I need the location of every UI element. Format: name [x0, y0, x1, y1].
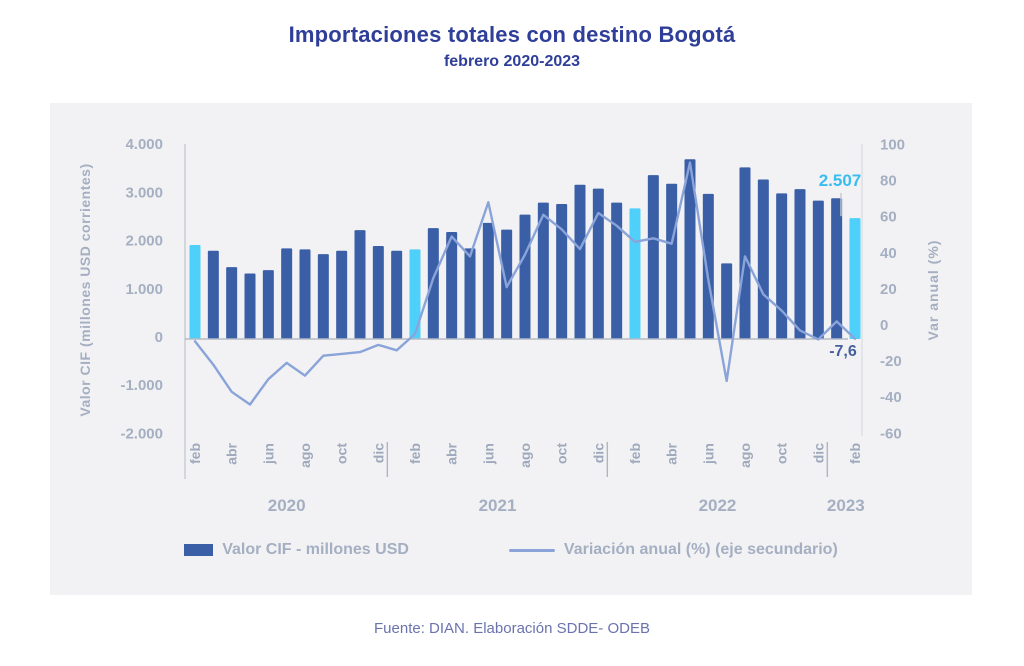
legend-bar-label: Valor CIF - millones USD	[222, 541, 409, 558]
x-tick-dic-10: dic	[370, 443, 386, 463]
right-axis-tick-0: 100	[880, 136, 905, 153]
x-tick-abr-2: abr	[224, 442, 240, 464]
bar-ene-2022	[611, 202, 623, 339]
chart-header: Importaciones totales con destino Bogotá…	[0, 22, 1024, 71]
bar-jun-2021	[482, 222, 494, 339]
right-axis-tick-4: 20	[880, 281, 897, 298]
year-label-2020: 2020	[268, 496, 306, 515]
bar-jun-2022	[702, 193, 714, 339]
x-tick-feb-12: feb	[407, 443, 423, 464]
x-tick-dic-34: dic	[810, 443, 826, 463]
x-tick-feb-24: feb	[627, 443, 643, 464]
left-axis-tick-0: 4.000	[125, 136, 163, 153]
bar-feb-2023	[849, 218, 861, 339]
chart-panel	[50, 103, 972, 595]
bar-ago-2020	[299, 249, 311, 339]
chart-title: Importaciones totales con destino Bogotá	[288, 22, 736, 47]
left-axis-tick-5: -1.000	[120, 377, 163, 394]
bar-may-2022	[684, 159, 696, 339]
left-axis-tick-3: 1.000	[125, 281, 163, 298]
bar-mar-2022	[647, 175, 659, 339]
chart-subtitle: febrero 2020-2023	[443, 53, 581, 70]
bar-jun-2020	[262, 270, 274, 339]
legend-line-label: Variación anual (%) (eje secundario)	[563, 541, 838, 558]
bar-jul-2020	[281, 248, 293, 339]
bar-sep-2020	[317, 254, 329, 339]
bar-abr-2020	[226, 267, 238, 339]
variation-line	[193, 161, 857, 406]
x-tick-jun-16: jun	[480, 443, 496, 465]
bar-may-2020	[244, 273, 256, 339]
bar-oct-2021	[556, 204, 568, 339]
x-tick-abr-14: abr	[444, 442, 460, 464]
bar-dic-2022	[812, 200, 824, 339]
bar-ago-2021	[519, 214, 531, 339]
bar-ene-2023	[831, 198, 843, 339]
right-axis-tick-7: -40	[880, 389, 902, 406]
bar-sep-2022	[757, 179, 769, 339]
bar-nov-2020	[354, 230, 366, 339]
x-tick-ago-18: ago	[517, 443, 533, 468]
x-tick-feb-36: feb	[847, 443, 863, 464]
legend-item-bar: Valor CIF - millones USD	[184, 541, 409, 559]
bar-dic-2020	[372, 245, 384, 339]
x-tick-oct-8: oct	[334, 443, 350, 464]
bar-mar-2020	[207, 250, 219, 339]
right-axis-tick-3: 40	[880, 245, 897, 262]
bar-abr-2021	[446, 231, 458, 339]
x-tick-abr-26: abr	[664, 442, 680, 464]
x-tick-ago-30: ago	[737, 443, 753, 468]
year-label-2021: 2021	[479, 496, 517, 515]
bar-abr-2022	[666, 183, 678, 339]
bar-may-2021	[464, 248, 476, 339]
x-tick-jun-4: jun	[260, 443, 276, 465]
bar-dic-2021	[592, 188, 604, 339]
annotation-last-bar-value: 2.507	[819, 171, 862, 190]
bar-feb-2021	[409, 249, 421, 339]
bar-ene-2021	[391, 250, 403, 339]
left-axis-tick-4: 0	[155, 329, 163, 346]
left-axis-tick-2: 2.000	[125, 233, 163, 250]
left-axis-title: Valor CIF (millones USD corrientes)	[77, 163, 93, 416]
bar-jul-2022	[721, 263, 733, 339]
right-axis-tick-5: 0	[880, 317, 888, 334]
bar-oct-2022	[776, 193, 788, 339]
bar-oct-2020	[336, 250, 348, 339]
x-tick-oct-32: oct	[774, 443, 790, 464]
x-tick-feb-0: feb	[187, 443, 203, 464]
left-axis-tick-1: 3.000	[125, 184, 163, 201]
right-axis-tick-2: 60	[880, 209, 897, 226]
right-axis-tick-8: -60	[880, 425, 902, 442]
right-axis-title: Var anual (%)	[925, 240, 941, 341]
bar-feb-2020	[189, 245, 201, 339]
legend-bar-swatch	[184, 544, 214, 556]
x-tick-jun-28: jun	[700, 443, 716, 465]
legend-item-line: Variación anual (%) (eje secundario)	[508, 541, 838, 559]
x-tick-oct-20: oct	[554, 443, 570, 464]
annotation-last-line-value: -7,6	[829, 343, 857, 360]
legend: Valor CIF - millones USD Variación anual…	[50, 541, 972, 559]
bar-nov-2022	[794, 189, 806, 339]
bar-feb-2022	[629, 208, 641, 339]
legend-line-swatch	[508, 548, 555, 552]
left-axis-tick-6: -2.000	[120, 425, 163, 442]
x-tick-dic-22: dic	[590, 443, 606, 463]
year-label-2023: 2023	[827, 496, 865, 515]
bar-nov-2021	[574, 184, 586, 339]
source-note: Fuente: DIAN. Elaboración SDDE- ODEB	[374, 620, 650, 637]
right-axis-tick-6: -20	[880, 353, 902, 370]
x-tick-ago-6: ago	[297, 443, 313, 468]
right-axis-tick-1: 80	[880, 173, 897, 190]
year-label-2022: 2022	[699, 496, 737, 515]
bar-mar-2021	[427, 228, 439, 339]
bar-ago-2022	[739, 167, 751, 339]
bar-sep-2021	[537, 202, 549, 339]
